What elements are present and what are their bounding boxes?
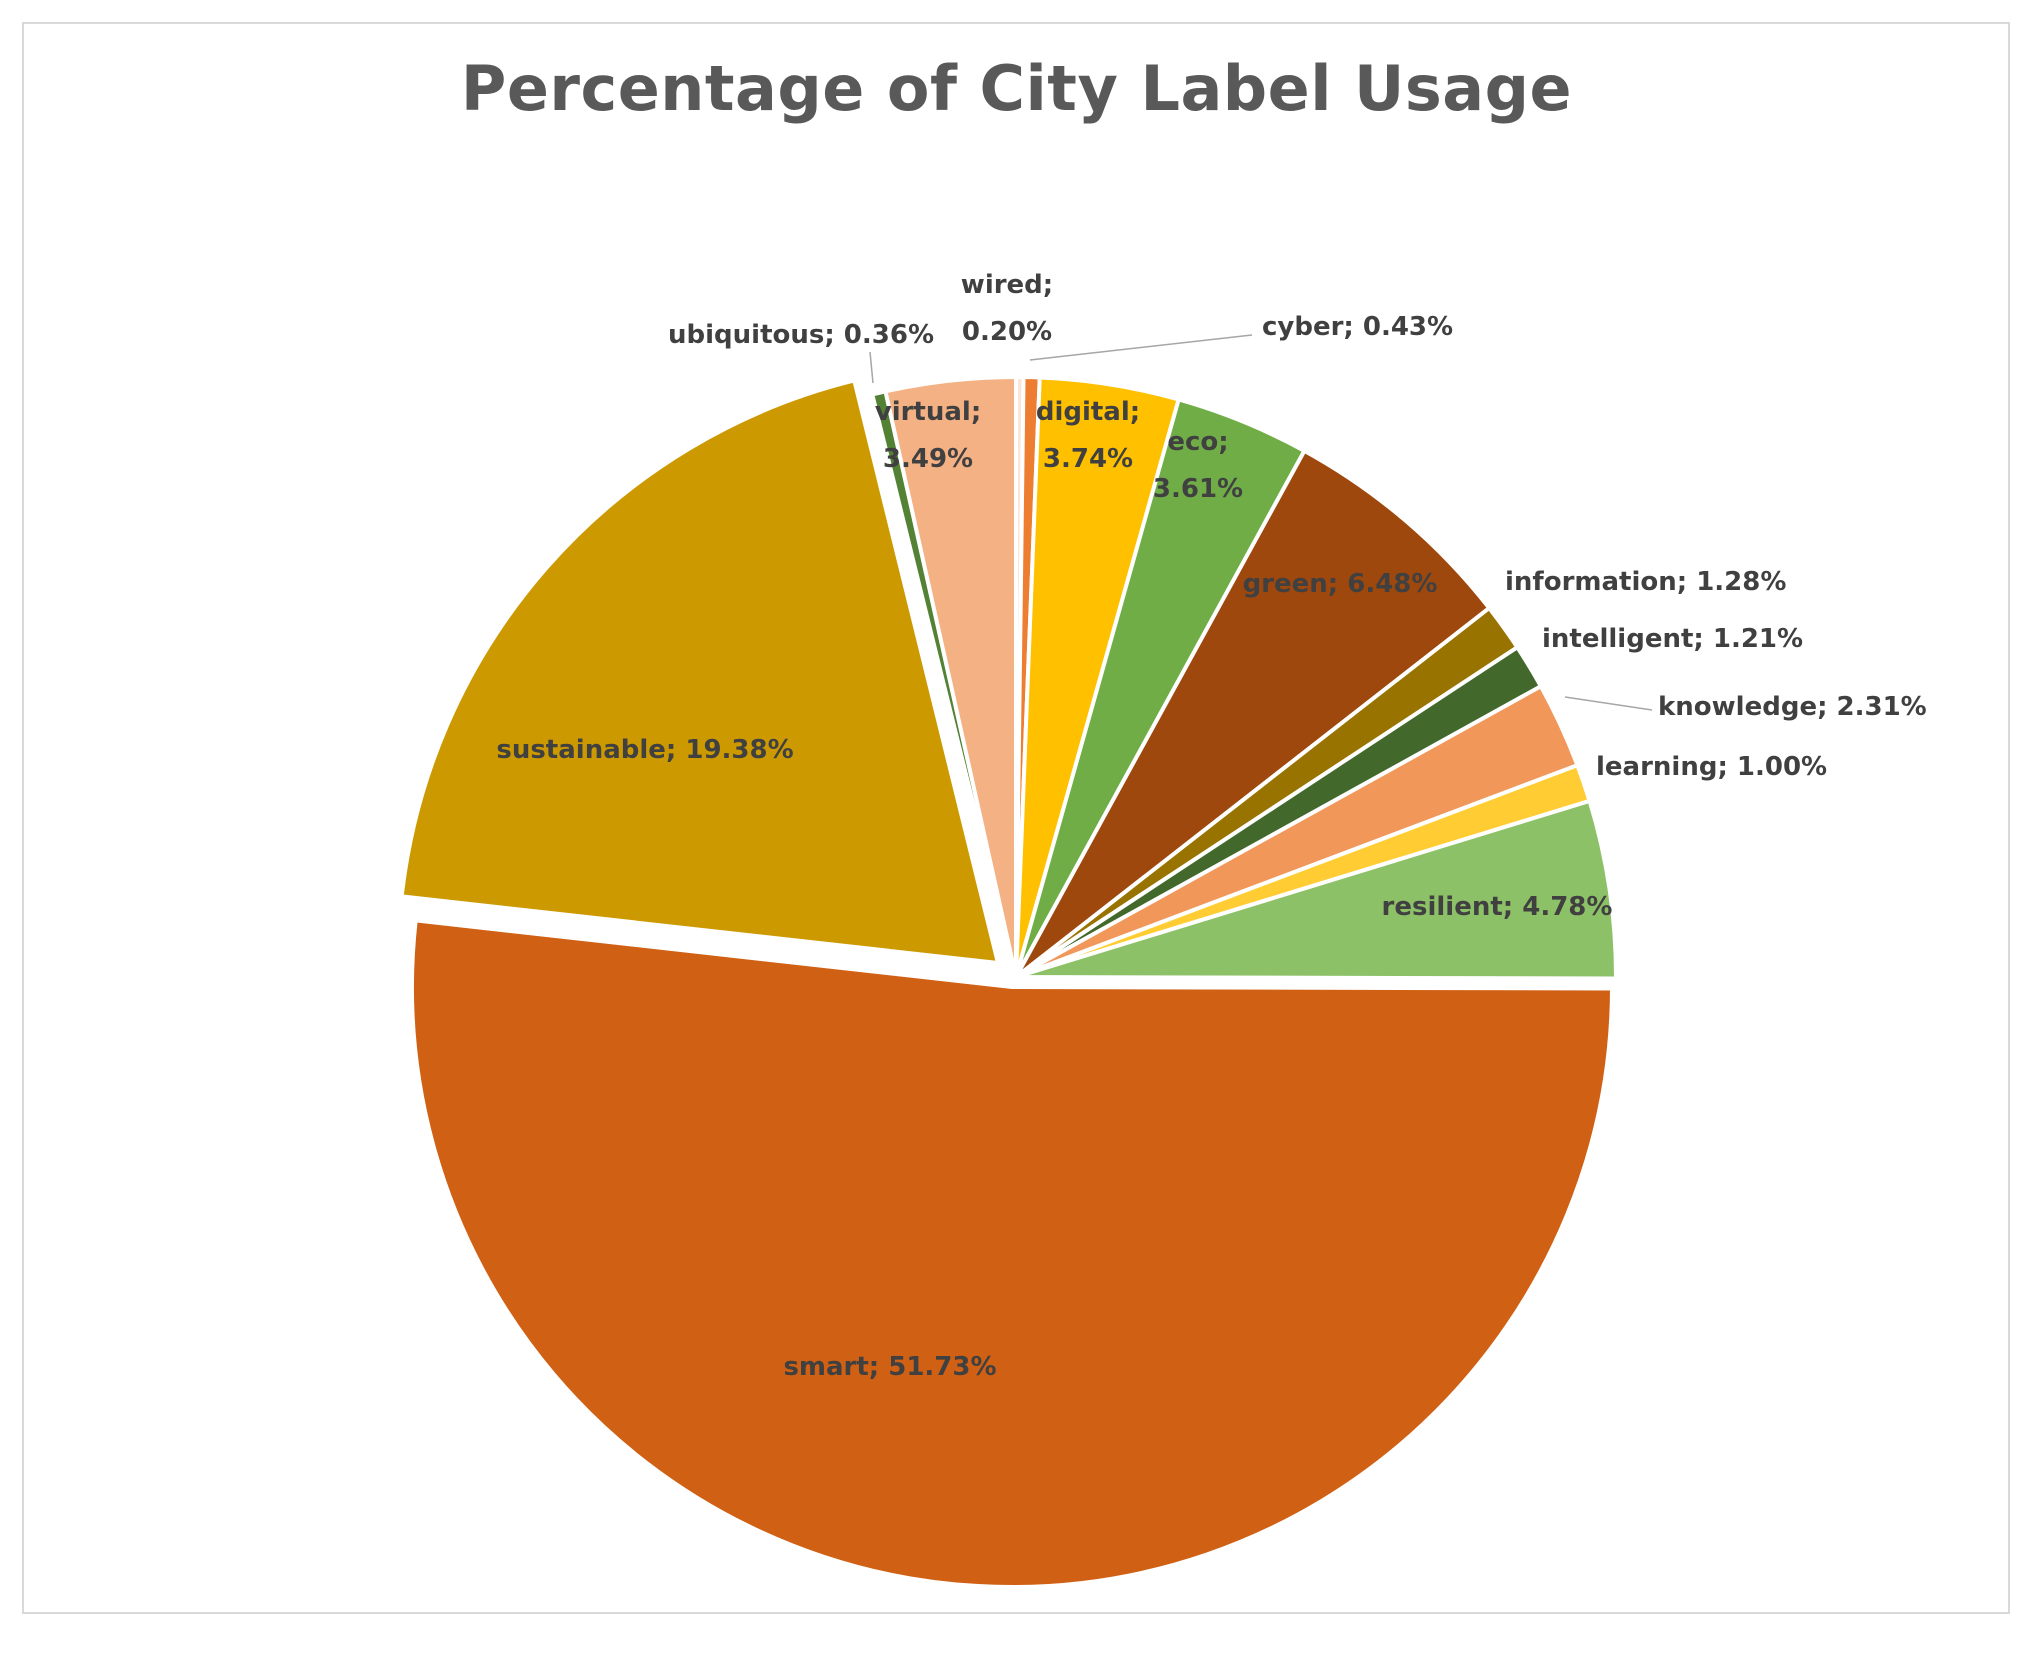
- data-label-eco: 3.61%: [1153, 474, 1243, 504]
- pie-slice-sustainable: [399, 378, 1000, 965]
- data-label-digital: digital;: [1036, 397, 1140, 427]
- data-label-sustainable: sustainable; 19.38%: [496, 735, 793, 765]
- chart-title: Percentage of City Label Usage: [460, 52, 1573, 125]
- data-label-virtual: 3.49%: [883, 444, 973, 474]
- data-label-green: green; 6.48%: [1243, 569, 1438, 599]
- pie-slice-green: [1014, 448, 1492, 979]
- data-label-wired: wired;: [961, 270, 1053, 300]
- data-label-cyber: cyber; 0.43%: [1262, 312, 1453, 342]
- data-label-knowledge: knowledge; 2.31%: [1658, 692, 1927, 722]
- data-label-intelligent: intelligent; 1.21%: [1542, 624, 1803, 654]
- pie-slice-virtual: [883, 375, 1018, 979]
- leader-line-knowledge: [1564, 696, 1653, 711]
- pie-slice-smart: [410, 918, 1614, 1589]
- data-label-digital: 3.74%: [1043, 444, 1133, 474]
- data-label-virtual: virtual;: [875, 397, 981, 427]
- data-label-wired: 0.20%: [962, 317, 1052, 347]
- data-label-ubiquitous: ubiquitous; 0.36%: [668, 320, 934, 350]
- data-label-learning: learning; 1.00%: [1596, 752, 1827, 782]
- data-label-resilient: resilient; 4.78%: [1382, 892, 1613, 922]
- data-label-eco: eco;: [1167, 427, 1228, 457]
- pie-slice-resilient: [1014, 798, 1619, 981]
- leader-line-ubiquitous: [869, 351, 874, 384]
- data-label-information: information; 1.28%: [1505, 567, 1786, 597]
- data-label-smart: smart; 51.73%: [783, 1352, 996, 1382]
- leader-line-cyber: [1029, 334, 1253, 361]
